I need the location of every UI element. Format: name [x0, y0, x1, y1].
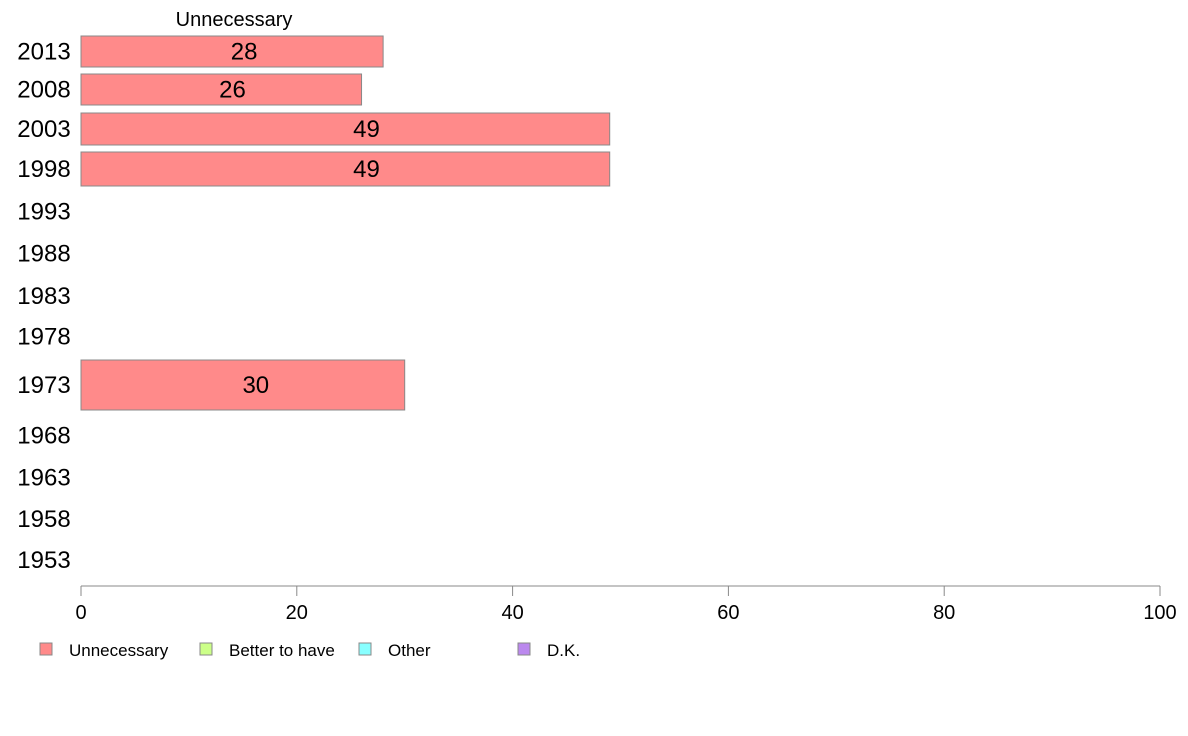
x-axis: 0 20 40 60 80 100 [75, 585, 1177, 624]
series-title: Unnecessary [176, 9, 293, 31]
legend-swatch [358, 642, 372, 656]
bars: 28 26 49 49 30 [80, 35, 611, 411]
y-tick-label: 1958 [17, 506, 70, 533]
legend-label: Other [388, 641, 431, 660]
legend-label: Unnecessary [69, 641, 169, 660]
bar [80, 73, 363, 106]
x-tick-label: 20 [286, 602, 308, 624]
data-label: 30 [242, 372, 269, 399]
legend-swatch [517, 642, 531, 656]
legend-item: Better to have [199, 641, 335, 660]
y-tick-label: 1988 [17, 241, 70, 268]
y-tick-label: 2008 [17, 77, 70, 104]
legend-item: D.K. [517, 641, 580, 660]
y-tick-label: 1973 [17, 372, 70, 399]
legend: Unnecessary Better to have Other D.K. [39, 641, 580, 660]
legend-label: Better to have [229, 641, 335, 660]
legend-swatch [39, 642, 53, 656]
legend-swatch [199, 642, 213, 656]
y-tick-label: 1998 [17, 156, 70, 183]
x-tick-label: 80 [933, 602, 955, 624]
x-tick-label: 60 [717, 602, 739, 624]
data-label: 26 [219, 77, 246, 104]
y-tick-label: 1968 [17, 423, 70, 450]
legend-item: Unnecessary [39, 641, 169, 660]
data-label: 28 [231, 39, 258, 66]
y-tick-label: 1983 [17, 283, 70, 310]
data-label: 49 [353, 116, 380, 143]
legend-label: D.K. [547, 641, 580, 660]
bar [80, 112, 611, 146]
y-tick-label: 1953 [17, 547, 70, 574]
y-tick-label: 2003 [17, 116, 70, 143]
y-tick-label: 2013 [17, 39, 70, 66]
bar [80, 359, 406, 411]
y-tick-label: 1993 [17, 199, 70, 226]
bar [80, 35, 384, 68]
bar [80, 151, 611, 187]
y-tick-label: 1963 [17, 465, 70, 492]
legend-item: Other [358, 641, 431, 660]
x-tick-label: 0 [75, 602, 86, 624]
data-label: 49 [353, 156, 380, 183]
y-tick-label: 1978 [17, 324, 70, 351]
x-tick-label: 40 [501, 602, 523, 624]
y-axis-labels: 2013 2008 2003 1998 1993 1988 1983 1978 1973 1968… [17, 39, 70, 575]
x-tick-label: 100 [1143, 602, 1176, 624]
